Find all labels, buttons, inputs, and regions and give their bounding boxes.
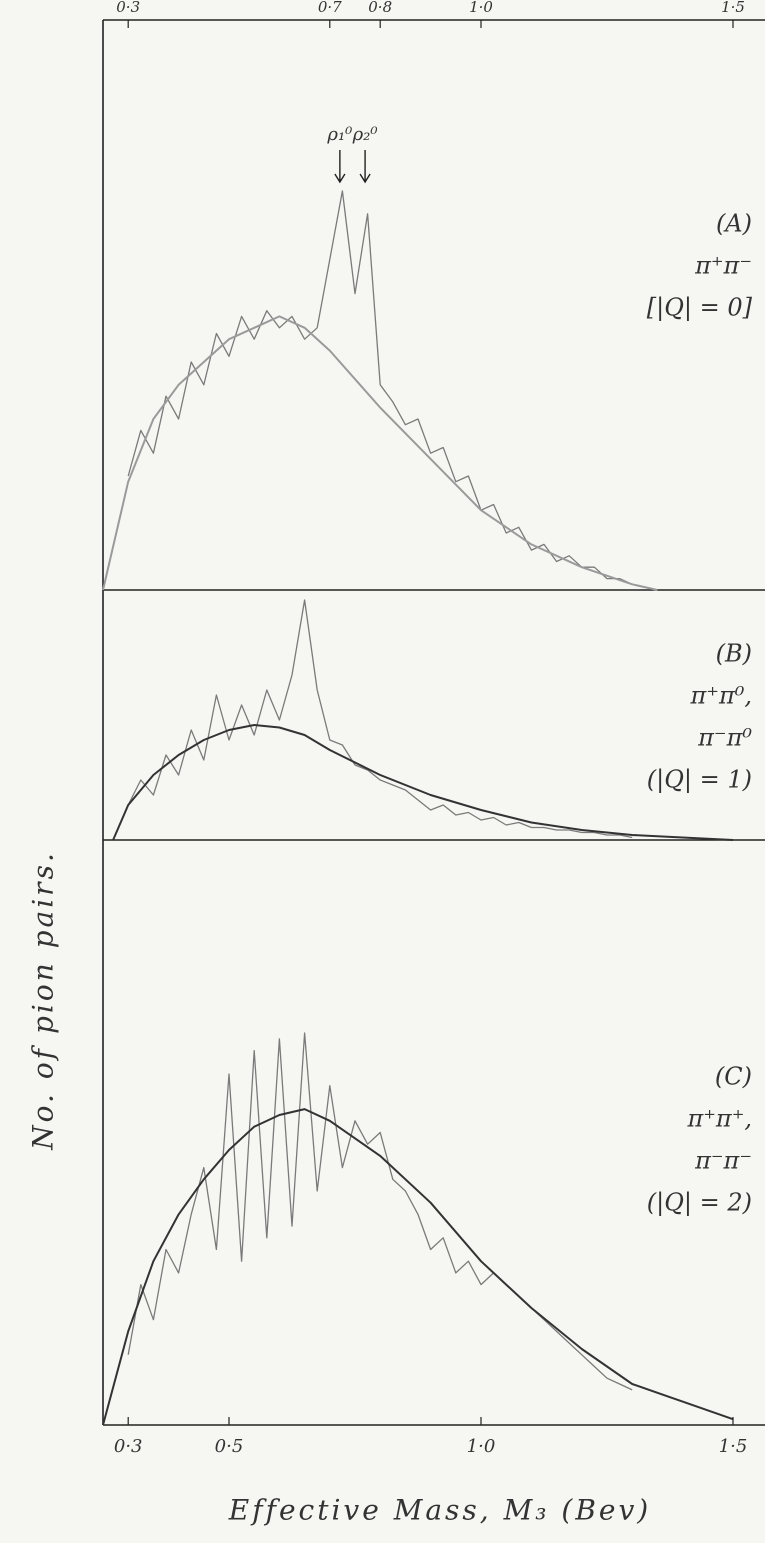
- panel-label: (C): [715, 1063, 752, 1091]
- x-axis-label: Effective Mass, M₃ (Bev): [228, 1494, 651, 1527]
- panel-label: (|Q| = 1): [647, 766, 752, 795]
- x-tick-label: 0·3: [114, 1436, 143, 1457]
- histogram-line: [127, 1032, 633, 1391]
- fitted-curve: [102, 1108, 734, 1426]
- x-tick-label: 0·5: [215, 1436, 244, 1457]
- panel-label: π⁻π⁻: [694, 1147, 752, 1175]
- panel-label: π⁺π⁺,: [686, 1105, 752, 1133]
- panel-label: π⁺π⁰,: [690, 682, 752, 710]
- panel-label: π⁺π⁻: [694, 252, 752, 280]
- annotation-arrow: [334, 150, 346, 184]
- x2-tick-label: 1·5: [721, 0, 745, 16]
- panel-label: [|Q| = 0]: [647, 294, 753, 323]
- x2-tick-label: 1·0: [469, 0, 493, 16]
- x2-tick-label: 0·3: [116, 0, 140, 16]
- panel-label: π⁻π⁰: [697, 724, 752, 752]
- fitted-curve: [112, 724, 734, 841]
- panel-label: (|Q| = 2): [647, 1189, 752, 1218]
- x2-tick-label: 0·7: [318, 0, 342, 16]
- x-tick-label: 1·0: [467, 1436, 496, 1457]
- annotation: ρ₂⁰: [352, 124, 378, 145]
- panel-label: (A): [716, 210, 752, 238]
- panel-label: (B): [716, 640, 752, 668]
- annotation-arrow: [359, 150, 371, 184]
- x-tick-label: 1·5: [719, 1436, 748, 1457]
- histogram-line: [127, 190, 633, 585]
- fitted-curve: [102, 315, 658, 591]
- histogram-line: [127, 599, 633, 839]
- y-axis-label: No. of pion pairs.: [27, 850, 60, 1151]
- annotation: ρ₁⁰: [326, 124, 352, 145]
- x2-tick-label: 0·8: [368, 0, 392, 16]
